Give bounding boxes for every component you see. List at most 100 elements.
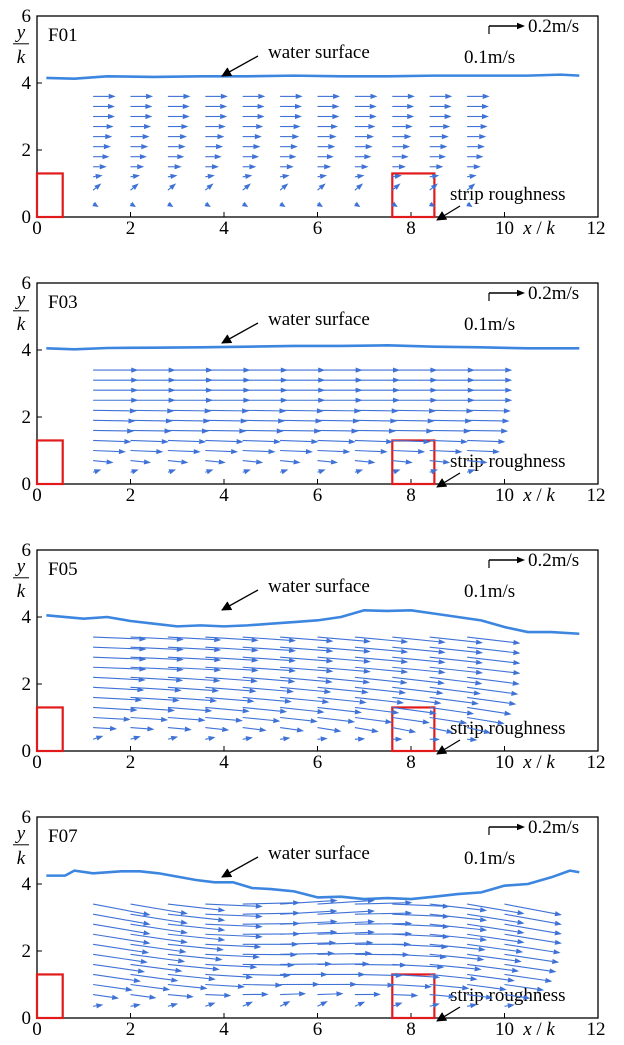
vector-head xyxy=(143,939,151,945)
vector-head xyxy=(433,974,441,980)
vector-head xyxy=(290,144,298,150)
vector-shaft xyxy=(205,429,240,432)
vector-head xyxy=(259,727,267,733)
vector-head xyxy=(147,726,155,732)
vector-head xyxy=(370,93,378,99)
vector-head xyxy=(438,649,446,655)
velocity-vector xyxy=(429,113,452,120)
velocity-vector xyxy=(205,666,259,673)
velocity-vector xyxy=(205,469,214,475)
velocity-vector xyxy=(504,963,557,974)
velocity-vector xyxy=(93,438,132,445)
vector-shaft xyxy=(392,439,424,443)
velocity-vector xyxy=(466,469,476,475)
vector-head xyxy=(470,976,478,982)
velocity-vector xyxy=(392,973,441,980)
velocity-vector xyxy=(130,93,154,99)
velocity-vector xyxy=(504,994,531,1000)
velocity-vector xyxy=(130,686,182,693)
vector-shaft xyxy=(167,686,213,691)
velocity-vector xyxy=(467,1003,478,1009)
velocity-vector xyxy=(242,646,297,653)
velocity-vector xyxy=(504,953,560,964)
vector-shaft xyxy=(429,686,475,694)
roughness-block xyxy=(391,172,436,219)
vector-head xyxy=(507,977,515,983)
vector-shaft xyxy=(392,706,430,714)
velocity-vector xyxy=(242,428,284,434)
vector-head xyxy=(316,201,323,208)
velocity-vector xyxy=(354,173,365,179)
vector-shaft xyxy=(205,636,252,641)
scale-vector-0.2 xyxy=(489,556,525,564)
vector-head xyxy=(460,438,469,445)
y-tick-label: 2 xyxy=(22,674,32,695)
vector-shaft xyxy=(392,646,439,653)
vector-head xyxy=(161,438,169,445)
velocity-vector xyxy=(129,201,136,208)
vector-shaft xyxy=(167,666,215,671)
vector-shaft xyxy=(204,187,209,191)
vector-shaft xyxy=(317,686,362,693)
vector-head xyxy=(218,936,226,942)
vector-head xyxy=(95,173,103,179)
x-axis-label: x / k xyxy=(522,218,555,239)
vector-shaft xyxy=(466,187,471,191)
vector-shaft xyxy=(317,1003,322,1007)
vector-head xyxy=(211,164,219,170)
velocity-vector xyxy=(130,1003,141,1009)
vector-shaft xyxy=(242,676,289,682)
scale-label-bottom: 0.1m/s xyxy=(464,314,515,335)
vector-shaft xyxy=(242,449,269,453)
velocity-vector xyxy=(467,973,515,983)
vector-head xyxy=(393,183,401,190)
velocity-vector xyxy=(242,123,264,130)
vector-head xyxy=(143,930,151,936)
vector-head xyxy=(470,1003,478,1009)
velocity-vector xyxy=(354,113,377,120)
vector-shaft xyxy=(92,471,95,473)
vector-head xyxy=(146,93,154,99)
velocity-vector xyxy=(317,418,360,424)
vector-shaft xyxy=(429,409,467,412)
vector-head xyxy=(505,367,513,373)
velocity-vector xyxy=(279,201,286,208)
vector-head xyxy=(434,699,442,706)
velocity-vector xyxy=(205,418,248,424)
vector-shaft xyxy=(167,716,199,721)
vector-head xyxy=(398,689,407,695)
velocity-vector xyxy=(392,438,431,445)
vector-head xyxy=(247,698,255,704)
velocity-vector xyxy=(242,438,282,445)
vector-head xyxy=(142,134,150,140)
vector-shaft xyxy=(205,738,209,740)
vector-head xyxy=(332,103,340,110)
vector-shaft xyxy=(467,676,513,684)
vector-head xyxy=(400,679,408,685)
panel-label: F01 xyxy=(48,25,78,46)
vector-head xyxy=(107,103,115,110)
vector-head xyxy=(180,134,188,140)
vector-head xyxy=(404,134,412,140)
vector-head xyxy=(275,982,283,988)
vector-head xyxy=(492,448,500,455)
velocity-vector xyxy=(93,164,107,170)
velocity-vector xyxy=(280,716,318,724)
y-axis-label-denominator: k xyxy=(17,848,26,869)
vector-head xyxy=(509,700,517,706)
vector-head xyxy=(482,93,490,99)
velocity-vector xyxy=(429,716,468,725)
velocity-vector xyxy=(429,144,448,150)
vector-head xyxy=(326,154,334,160)
y-axis-label-denominator: k xyxy=(17,47,26,68)
x-tick-label: 4 xyxy=(219,485,229,506)
vector-shaft xyxy=(242,429,277,432)
vector-head xyxy=(288,637,297,643)
vector-head xyxy=(143,459,152,465)
vector-head xyxy=(123,716,131,722)
vector-shaft xyxy=(205,706,243,712)
velocity-vector xyxy=(205,103,228,110)
velocity-vector xyxy=(130,913,188,925)
vector-head xyxy=(246,974,254,980)
